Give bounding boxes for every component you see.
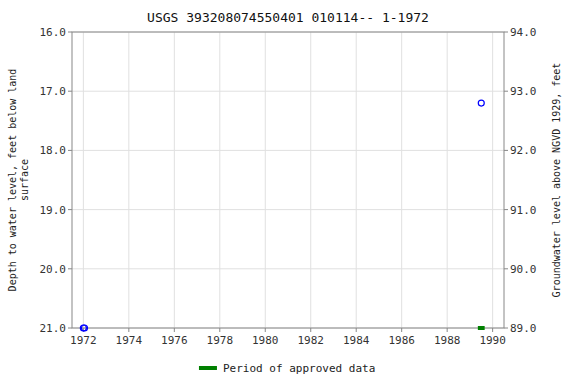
y-tick-label: 21.0: [40, 322, 67, 335]
legend-label: Period of approved data: [223, 362, 375, 375]
x-tick-label: 1984: [343, 334, 370, 347]
y-tick-label: 18.0: [40, 144, 67, 157]
grid-line: [83, 32, 84, 328]
grid-line: [310, 32, 311, 328]
y-tick: [68, 268, 72, 269]
x-tick: [447, 328, 448, 332]
grid: [72, 32, 504, 328]
x-tick-label: 1980: [252, 334, 279, 347]
y-tick-label: 17.0: [40, 85, 67, 98]
y-tick-label: 19.0: [40, 204, 67, 217]
y-tick: [68, 328, 72, 329]
y-tick: [68, 91, 72, 92]
grid-line: [128, 32, 129, 328]
y-axis-label-line: surface: [19, 159, 30, 201]
x-tick: [356, 328, 357, 332]
grid-line: [447, 32, 448, 328]
x-tick: [219, 328, 220, 332]
legend-swatch: [199, 366, 217, 370]
y2-tick: [504, 209, 508, 210]
x-tick: [401, 328, 402, 332]
grid-line: [265, 32, 266, 328]
grid-line: [72, 209, 504, 210]
y2-tick: [504, 91, 508, 92]
y2-tick: [504, 328, 508, 329]
y2-tick-label: 89.0: [510, 322, 537, 335]
y2-tick: [504, 150, 508, 151]
x-tick-label: 1988: [434, 334, 461, 347]
y-tick: [68, 150, 72, 151]
point: [478, 100, 484, 106]
y-tick-label: 20.0: [40, 263, 67, 276]
grid-line: [72, 268, 504, 269]
x-tick-label: 1974: [116, 334, 143, 347]
grid-line: [356, 32, 357, 328]
y-axis-label: Depth to water level, feet below landsur…: [7, 69, 30, 292]
plot-area: [80, 100, 484, 331]
x-tick: [174, 328, 175, 332]
x-tick-label: 1976: [161, 334, 188, 347]
y-tick-label: 16.0: [40, 26, 67, 39]
y2-tick-label: 91.0: [510, 204, 537, 217]
x-tick: [128, 328, 129, 332]
y2-tick-label: 94.0: [510, 26, 537, 39]
x-tick-label: 1978: [207, 334, 234, 347]
title: USGS 393208074550401 010114-- 1-1972: [147, 10, 429, 25]
plot-frame: [72, 32, 504, 328]
line-segment: [478, 326, 485, 330]
legend: Period of approved data: [199, 362, 375, 375]
point: [82, 325, 88, 331]
grid-line: [72, 91, 504, 92]
x-tick-label: 1986: [388, 334, 415, 347]
y2-tick-label: 93.0: [510, 85, 537, 98]
grid-line: [174, 32, 175, 328]
y-tick: [68, 32, 72, 33]
x-tick-label: 1982: [297, 334, 324, 347]
y-axis-label-line: Depth to water level, feet below land: [7, 69, 18, 292]
x-tick-label: 1990: [479, 334, 506, 347]
x-tick: [265, 328, 266, 332]
y2-tick-label: 90.0: [510, 263, 537, 276]
x-tick: [492, 328, 493, 332]
y2-tick: [504, 32, 508, 33]
grid-line: [72, 150, 504, 151]
chart: 1972 1974 1976 1978 1980 1982 1984 1986 1988 1990…: [0, 0, 576, 384]
x-tick-label: 1972: [70, 334, 97, 347]
grid-line: [219, 32, 220, 328]
y2-tick: [504, 268, 508, 269]
y-tick: [68, 209, 72, 210]
grid-line: [492, 32, 493, 328]
grid-line: [401, 32, 402, 328]
x-tick: [310, 328, 311, 332]
y2-tick-label: 92.0: [510, 144, 537, 157]
y2-axis-label: Groundwater level above NGVD 1929, feet: [551, 63, 562, 298]
